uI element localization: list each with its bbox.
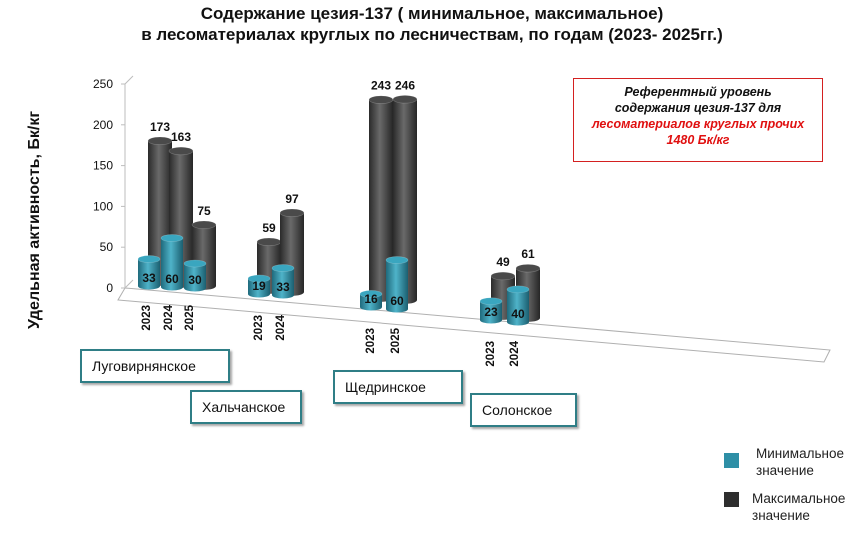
- year-label: 2023: [485, 341, 497, 367]
- min-value-label: 30: [188, 273, 202, 287]
- legend-min-swatch: [724, 453, 739, 468]
- floor-back-edge: [124, 279, 134, 289]
- max-bar-top: [392, 95, 418, 104]
- min-bar-top: [479, 297, 503, 306]
- min-bar-top: [160, 234, 184, 242]
- year-label: 2025: [390, 327, 402, 353]
- max-value-label: 59: [262, 221, 276, 235]
- forestry-label-lugovirnyanskoe: Луговирнянское: [80, 349, 230, 383]
- min-bar: [247, 274, 271, 298]
- year-label: 2024: [509, 340, 521, 366]
- legend-max-swatch: [724, 492, 739, 507]
- y-axis-line: [124, 75, 134, 288]
- max-value-label: 163: [171, 130, 191, 144]
- reference-level-box: Референтный уровень содержания цезия-137…: [573, 78, 823, 162]
- y-tick-label: 200: [93, 118, 113, 132]
- max-bar-top: [147, 136, 173, 145]
- min-bar: [183, 259, 207, 292]
- min-value-label: 60: [390, 294, 404, 308]
- forestry-label-khalchanskoe: Хальчанское: [190, 390, 302, 424]
- min-bar-body: [507, 289, 529, 326]
- min-bar-top: [183, 259, 207, 268]
- min-bar-body: [248, 278, 270, 298]
- min-bar-body: [161, 238, 183, 291]
- year-label: 2025: [184, 304, 196, 330]
- min-bar: [271, 264, 295, 299]
- max-bar-top: [490, 271, 516, 281]
- min-bar-top: [247, 274, 271, 283]
- max-value-label: 97: [285, 192, 299, 206]
- max-value-label: 75: [197, 204, 211, 218]
- min-bar-top: [137, 255, 161, 263]
- min-bar: [137, 255, 161, 290]
- reference-line3: лесоматериалов круглых прочих: [591, 117, 805, 131]
- floor-plane: [117, 287, 831, 363]
- min-bar: [506, 285, 530, 326]
- y-tick-label: 0: [106, 281, 113, 295]
- max-bar-body: [393, 99, 417, 304]
- chart-title-line2: в лесоматериалах круглых по лесничествам…: [141, 25, 723, 44]
- max-bar-body: [369, 99, 393, 302]
- forestry-label-solonskoe: Солонское: [470, 393, 577, 427]
- min-value-label: 33: [276, 280, 290, 294]
- max-bar-top: [168, 146, 194, 156]
- year-label: 2023: [253, 315, 265, 341]
- min-bar: [385, 256, 409, 313]
- min-bar-body: [480, 301, 502, 324]
- min-bar-body: [386, 260, 408, 313]
- max-bar: [392, 95, 418, 304]
- min-bar: [160, 234, 184, 291]
- reference-line2: содержания цезия-137 для: [614, 101, 782, 115]
- min-value-label: 19: [252, 279, 266, 293]
- chart-title-line1: Содержание цезия-137 ( минимальное, макс…: [200, 4, 664, 23]
- max-bar-top: [279, 208, 305, 217]
- min-value-label: 16: [364, 292, 378, 306]
- year-label: 2023: [141, 305, 153, 331]
- min-bar-top: [359, 290, 383, 298]
- y-tick-label: 50: [100, 240, 114, 254]
- min-bar-body: [184, 263, 206, 292]
- min-bar-top: [385, 256, 409, 264]
- min-bar-top: [506, 285, 530, 294]
- max-value-label: 246: [395, 78, 415, 92]
- min-bar-body: [360, 293, 382, 311]
- max-value-label: 49: [496, 255, 510, 269]
- legend-min-label: Минимальное значение: [756, 446, 844, 478]
- max-bar-top: [191, 220, 217, 229]
- min-value-label: 40: [511, 307, 525, 321]
- max-bar: [368, 95, 394, 302]
- y-tick-label: 150: [93, 159, 113, 173]
- reference-line1: Референтный уровень: [624, 85, 772, 99]
- year-label: 2024: [275, 314, 287, 340]
- y-tick-label: 250: [93, 77, 113, 91]
- min-bar: [359, 290, 383, 311]
- min-bar: [479, 297, 503, 324]
- legend-max-label: Максимальное значение: [752, 491, 846, 523]
- max-bar-top: [256, 237, 282, 246]
- min-bar-body: [138, 259, 160, 290]
- min-bar-body: [272, 268, 294, 299]
- max-value-label: 173: [150, 120, 170, 134]
- min-value-label: 33: [142, 271, 156, 285]
- max-value-label: 61: [521, 247, 535, 261]
- min-value-label: 60: [165, 272, 179, 286]
- min-value-label: 23: [484, 305, 498, 319]
- year-label: 2023: [365, 328, 377, 354]
- max-bar-top: [368, 95, 394, 104]
- forestry-label-shchedrinskoe: Щедринское: [333, 370, 463, 404]
- max-value-label: 243: [371, 79, 391, 93]
- max-bar-top: [515, 264, 541, 273]
- year-label: 2024: [163, 304, 175, 330]
- min-bar-top: [271, 264, 295, 272]
- reference-line4: 1480 Бк/кг: [666, 133, 730, 147]
- y-tick-label: 100: [93, 199, 113, 213]
